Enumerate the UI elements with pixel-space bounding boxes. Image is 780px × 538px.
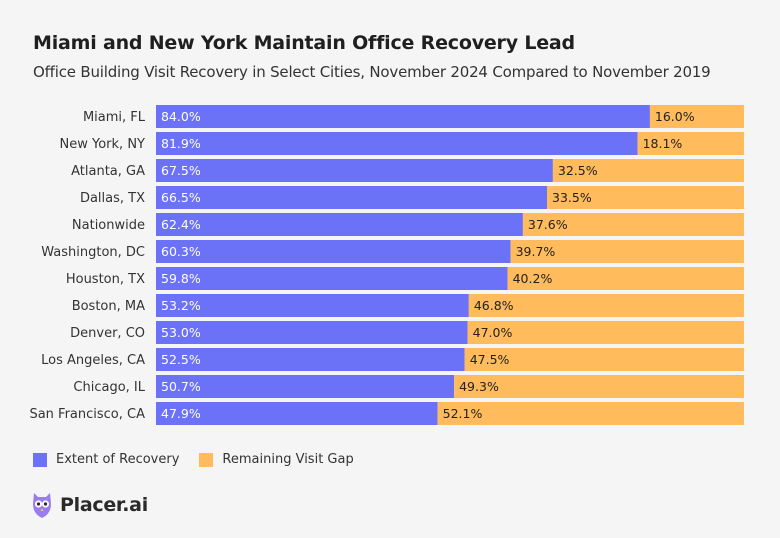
recovery-bar xyxy=(156,348,465,371)
gap-value-label: 46.8% xyxy=(474,298,514,313)
category-label: Houston, TX xyxy=(66,272,145,287)
chart-title: Miami and New York Maintain Office Recov… xyxy=(33,32,575,54)
recovery-bar xyxy=(156,186,548,209)
category-label: Dallas, TX xyxy=(80,191,145,206)
gap-value-label: 47.0% xyxy=(473,325,513,340)
recovery-bar xyxy=(156,294,469,317)
gap-value-label: 47.5% xyxy=(470,352,510,367)
gap-value-label: 18.1% xyxy=(643,136,683,151)
gap-bar xyxy=(510,240,744,263)
gap-bar xyxy=(468,294,744,317)
legend-item-gap: Remaining Visit Gap xyxy=(199,452,354,467)
placer-owl-icon xyxy=(33,493,51,518)
gap-bar xyxy=(454,375,744,398)
category-label: Boston, MA xyxy=(72,299,145,314)
category-label: Washington, DC xyxy=(41,245,145,260)
gap-value-label: 33.5% xyxy=(552,190,592,205)
gap-value-label: 16.0% xyxy=(655,109,695,124)
gap-bar xyxy=(464,348,744,371)
legend-label-recovery: Extent of Recovery xyxy=(56,452,180,467)
gap-bar xyxy=(467,321,744,344)
gap-value-label: 52.1% xyxy=(443,406,483,421)
gap-bar xyxy=(649,105,744,128)
recovery-value-label: 53.0% xyxy=(161,325,201,340)
bar-chart: Miami, FL 84.0% 16.0% New York, NY 81.9% 18.1… xyxy=(29,105,744,425)
recovery-value-label: 84.0% xyxy=(161,109,201,124)
recovery-value-label: 47.9% xyxy=(161,406,201,421)
legend-item-recovery: Extent of Recovery xyxy=(33,452,179,467)
recovery-bar xyxy=(156,213,523,236)
category-label: New York, NY xyxy=(60,137,146,152)
recovery-value-label: 60.3% xyxy=(161,244,201,259)
recovery-bar xyxy=(156,375,455,398)
recovery-value-label: 59.8% xyxy=(161,271,201,286)
category-label: Chicago, IL xyxy=(73,380,145,395)
gap-bar xyxy=(437,402,744,425)
gap-bar xyxy=(522,213,744,236)
recovery-value-label: 66.5% xyxy=(161,190,201,205)
category-label: Nationwide xyxy=(72,218,145,233)
recovery-value-label: 81.9% xyxy=(161,136,201,151)
recovery-value-label: 53.2% xyxy=(161,298,201,313)
brand-name: Placer.ai xyxy=(60,494,148,516)
recovery-value-label: 62.4% xyxy=(161,217,201,232)
gap-value-label: 32.5% xyxy=(558,163,598,178)
gap-bar xyxy=(547,186,744,209)
recovery-bar xyxy=(156,240,511,263)
recovery-bar xyxy=(156,105,650,128)
gap-value-label: 39.7% xyxy=(516,244,556,259)
category-label: Los Angeles, CA xyxy=(41,353,145,368)
recovery-bar xyxy=(156,402,438,425)
gap-value-label: 49.3% xyxy=(459,379,499,394)
category-label: Atlanta, GA xyxy=(71,164,145,179)
gap-bar xyxy=(637,132,744,155)
gap-bar xyxy=(507,267,744,290)
legend-swatch-recovery xyxy=(33,452,47,467)
gap-bar xyxy=(552,159,744,182)
category-label: Miami, FL xyxy=(83,110,146,125)
recovery-value-label: 52.5% xyxy=(161,352,201,367)
recovery-bar xyxy=(156,321,468,344)
brand-logo: Placer.ai xyxy=(30,490,148,520)
gap-value-label: 40.2% xyxy=(513,271,553,286)
chart-subtitle: Office Building Visit Recovery in Select… xyxy=(33,63,711,81)
recovery-value-label: 67.5% xyxy=(161,163,201,178)
recovery-value-label: 50.7% xyxy=(161,379,201,394)
legend-swatch-gap xyxy=(199,452,214,467)
recovery-bar xyxy=(156,132,638,155)
legend: Extent of Recovery Remaining Visit Gap xyxy=(33,452,374,467)
gap-value-label: 37.6% xyxy=(528,217,568,232)
recovery-bar xyxy=(156,267,508,290)
category-label: San Francisco, CA xyxy=(29,407,145,422)
recovery-bar xyxy=(156,159,553,182)
category-label: Denver, CO xyxy=(70,326,145,341)
legend-label-gap: Remaining Visit Gap xyxy=(222,452,354,467)
